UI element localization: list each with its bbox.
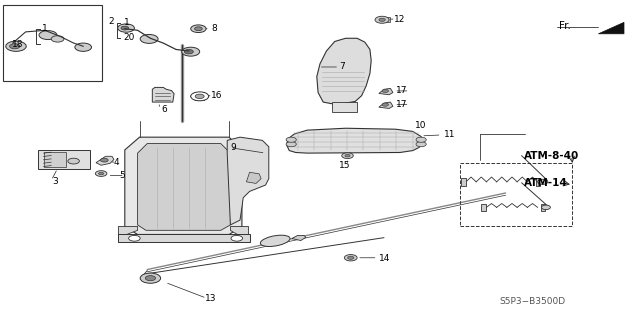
Polygon shape [152, 87, 174, 102]
Text: 6: 6 [161, 105, 167, 114]
Bar [44, 152, 66, 167]
Circle shape [129, 235, 140, 241]
Bar [461, 178, 466, 186]
Circle shape [538, 179, 548, 184]
Circle shape [191, 92, 209, 101]
Circle shape [68, 158, 79, 164]
Polygon shape [287, 128, 422, 153]
Circle shape [286, 142, 296, 147]
Circle shape [195, 27, 202, 31]
Circle shape [416, 137, 426, 142]
Polygon shape [317, 38, 371, 104]
Circle shape [541, 205, 550, 210]
Bar [541, 204, 545, 211]
Polygon shape [598, 22, 624, 34]
Circle shape [231, 235, 243, 241]
Polygon shape [125, 137, 242, 234]
Circle shape [182, 47, 200, 56]
Polygon shape [246, 172, 261, 183]
Text: ATM-8-40: ATM-8-40 [524, 151, 579, 161]
Circle shape [75, 43, 92, 51]
Circle shape [344, 255, 357, 261]
Circle shape [382, 103, 388, 106]
Text: 3: 3 [52, 177, 58, 186]
Text: 14: 14 [379, 254, 390, 263]
Text: 20: 20 [124, 33, 135, 42]
Circle shape [348, 256, 354, 259]
Text: 5: 5 [120, 171, 125, 180]
Bar [460, 163, 572, 226]
Circle shape [121, 26, 129, 30]
Circle shape [195, 94, 204, 99]
Text: 16: 16 [211, 91, 223, 100]
Polygon shape [379, 102, 393, 108]
Circle shape [140, 273, 161, 283]
Polygon shape [118, 226, 138, 234]
Bar [384, 17, 390, 22]
Polygon shape [227, 137, 269, 225]
Circle shape [10, 44, 20, 49]
Circle shape [184, 49, 193, 54]
Circle shape [379, 18, 385, 21]
Bar [118, 234, 250, 242]
Text: 8: 8 [211, 24, 217, 33]
Circle shape [118, 24, 134, 32]
Circle shape [382, 89, 388, 93]
Polygon shape [96, 156, 114, 165]
Bar [38, 150, 90, 169]
Circle shape [345, 154, 350, 157]
Text: 15: 15 [339, 161, 351, 170]
Polygon shape [230, 226, 248, 234]
Ellipse shape [260, 235, 290, 247]
Text: ATM-14: ATM-14 [524, 178, 567, 188]
Circle shape [140, 34, 158, 43]
Text: S5P3−B3500D: S5P3−B3500D [499, 297, 565, 306]
Text: Fr.: Fr. [559, 20, 571, 31]
Circle shape [6, 41, 26, 51]
Text: 7: 7 [339, 62, 345, 71]
Text: 18: 18 [12, 40, 23, 48]
Text: 4: 4 [113, 158, 119, 167]
Circle shape [416, 142, 426, 147]
Text: 17: 17 [396, 100, 407, 109]
Circle shape [375, 16, 389, 23]
Text: 1: 1 [124, 18, 129, 27]
Circle shape [100, 158, 108, 162]
Bar [481, 204, 486, 211]
Text: 17: 17 [396, 86, 407, 95]
Circle shape [286, 137, 296, 142]
Text: 1: 1 [42, 24, 47, 33]
Text: 10: 10 [415, 121, 426, 130]
Polygon shape [292, 235, 306, 241]
Bar [536, 178, 540, 186]
Text: 13: 13 [205, 294, 216, 303]
Text: 2: 2 [109, 17, 115, 26]
Circle shape [342, 153, 353, 159]
Circle shape [145, 276, 156, 281]
Circle shape [99, 172, 104, 175]
Circle shape [51, 36, 64, 42]
Polygon shape [138, 144, 230, 230]
Text: 11: 11 [444, 130, 455, 139]
Circle shape [39, 31, 57, 40]
Circle shape [191, 25, 206, 33]
Bar [332, 102, 357, 112]
Circle shape [95, 171, 107, 176]
Polygon shape [379, 88, 393, 95]
Bar [3, 5, 102, 81]
Text: 12: 12 [394, 15, 406, 24]
Text: 9: 9 [230, 143, 236, 152]
